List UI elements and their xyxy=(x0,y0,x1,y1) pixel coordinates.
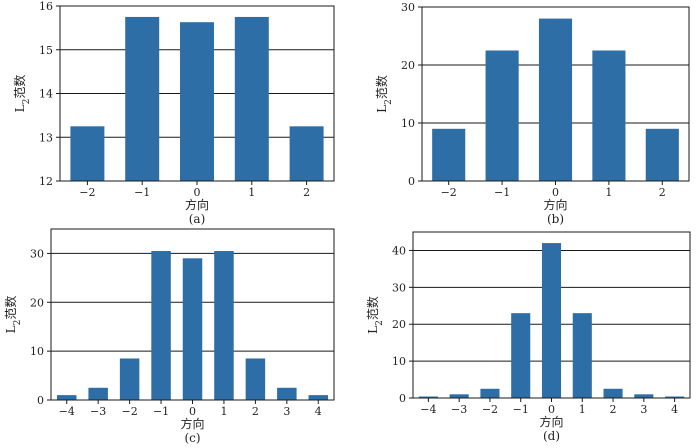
x-axis-label: 方向 xyxy=(539,414,563,429)
x-tick-label: 3 xyxy=(283,405,290,418)
y-tick-label: 0 xyxy=(408,175,415,188)
y-axis-label: L2范数 xyxy=(3,296,23,334)
panel-label: (a) xyxy=(189,212,206,226)
x-tick-label: −2 xyxy=(441,186,457,199)
y-tick-label: 40 xyxy=(392,244,406,257)
x-tick-label: 3 xyxy=(640,403,647,416)
bar xyxy=(125,16,160,181)
x-tick-label: 0 xyxy=(548,403,555,416)
x-tick-label: −4 xyxy=(420,403,436,416)
chart-panel-3: 0 10 20 30 −4 −3 −2 −1 0 1 2 3 4 方向(c) L2范数 xyxy=(3,228,335,445)
y-tick-label: 13 xyxy=(39,131,53,144)
x-tick-label: −1 xyxy=(494,186,510,199)
y-tick-label: 10 xyxy=(392,355,406,368)
y-tick-label: 0 xyxy=(37,394,44,407)
y-tick-label: 14 xyxy=(39,88,53,101)
chart-panel-2: 0 10 20 30 −2 −1 0 1 2 方向(b) L2范数 xyxy=(374,1,690,226)
y-tick-label: 30 xyxy=(401,1,415,14)
x-tick-label: 4 xyxy=(315,405,322,418)
x-tick-label: 1 xyxy=(248,186,255,199)
x-tick-label: −2 xyxy=(122,405,138,418)
x-tick-label: 0 xyxy=(189,405,196,418)
bar xyxy=(88,387,108,400)
x-axis-label: 方向 xyxy=(180,416,204,431)
y-axis-label: L2范数 xyxy=(12,75,32,113)
x-axis-label: 方向 xyxy=(543,197,567,212)
bar xyxy=(665,396,685,398)
panel-label: (d) xyxy=(543,429,560,443)
x-tick-label: 0 xyxy=(552,186,559,199)
x-tick-label: −3 xyxy=(90,405,106,418)
bar xyxy=(538,18,573,181)
y-tick-label: 15 xyxy=(39,44,53,57)
bar xyxy=(418,396,438,398)
bar xyxy=(485,50,519,181)
bar xyxy=(277,387,297,400)
x-tick-label: 4 xyxy=(671,403,678,416)
y-tick-label: 20 xyxy=(392,318,406,331)
bar xyxy=(480,388,500,398)
x-tick-label: 2 xyxy=(610,403,617,416)
x-tick-label: −1 xyxy=(513,403,529,416)
bar xyxy=(541,243,562,398)
x-tick-label: −1 xyxy=(134,186,150,199)
bar xyxy=(151,250,171,400)
bar xyxy=(214,250,234,400)
y-tick-label: 30 xyxy=(392,281,406,294)
bar xyxy=(289,126,324,181)
y-axis-label: L2范数 xyxy=(374,75,394,113)
y-tick-label: 20 xyxy=(401,59,415,72)
x-tick-label: 1 xyxy=(605,186,612,199)
bar xyxy=(308,395,329,400)
y-tick-label: 10 xyxy=(401,117,415,130)
bar xyxy=(234,16,269,181)
x-tick-label: 0 xyxy=(194,186,201,199)
bar xyxy=(449,394,469,398)
y-tick-label: 12 xyxy=(39,175,53,188)
bar xyxy=(245,358,266,400)
x-tick-label: −2 xyxy=(79,186,95,199)
x-tick-label: 1 xyxy=(579,403,586,416)
panel-label: (c) xyxy=(184,431,200,445)
bar xyxy=(645,128,679,181)
bar xyxy=(119,358,140,400)
y-tick-label: 20 xyxy=(30,296,44,309)
panel-label: (b) xyxy=(547,212,564,226)
x-tick-label: 2 xyxy=(659,186,666,199)
bar xyxy=(592,50,626,181)
bar xyxy=(603,388,623,398)
x-axis-label: 方向 xyxy=(185,197,209,212)
x-tick-label: 2 xyxy=(252,405,259,418)
bar xyxy=(180,22,214,181)
x-tick-label: −3 xyxy=(451,403,467,416)
y-tick-label: 16 xyxy=(39,0,53,13)
y-tick-label: 0 xyxy=(399,392,406,405)
chart-panel-4: 0 10 20 30 40 −4 −3 −2 −1 0 1 2 3 4 方向(d) L2范数 xyxy=(365,231,691,443)
bar xyxy=(56,395,77,400)
x-tick-label: 1 xyxy=(220,405,227,418)
x-tick-label: −4 xyxy=(59,405,75,418)
x-tick-label: 2 xyxy=(303,186,310,199)
bar xyxy=(432,128,466,181)
y-tick-label: 30 xyxy=(30,247,44,260)
x-tick-label: −1 xyxy=(153,405,169,418)
bar xyxy=(70,126,105,181)
bar xyxy=(634,394,654,398)
bar xyxy=(572,313,592,398)
y-tick-label: 10 xyxy=(30,345,44,358)
y-axis-label: L2范数 xyxy=(365,296,385,334)
x-tick-label: −2 xyxy=(482,403,498,416)
bar xyxy=(511,313,531,398)
bar xyxy=(182,258,203,400)
